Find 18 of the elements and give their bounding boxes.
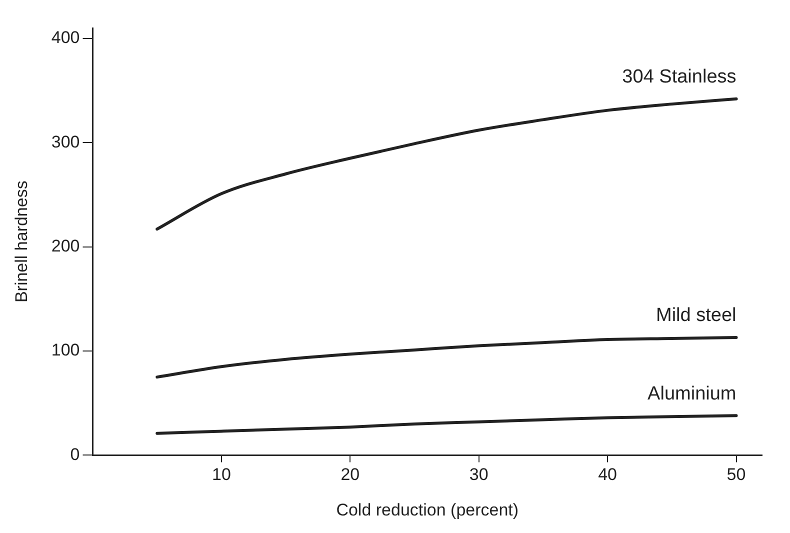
- line-series: [156, 336, 738, 379]
- y-tick-label: 100: [51, 340, 80, 360]
- series-label: Aluminium: [648, 383, 736, 404]
- y-axis-title: Brinell hardness: [12, 180, 31, 303]
- x-tick-label: 40: [598, 465, 618, 484]
- line-series: [156, 414, 738, 435]
- y-tick-label: 200: [51, 236, 80, 256]
- series-label: Mild steel: [656, 305, 736, 326]
- x-tick-label: 10: [212, 465, 231, 484]
- x-tick-label: 50: [726, 465, 746, 484]
- y-tick-label: 0: [70, 444, 80, 464]
- y-tick-label: 300: [51, 132, 80, 152]
- x-tick-label: 20: [340, 465, 360, 484]
- line-series: [156, 97, 738, 231]
- y-tick-label: 400: [51, 28, 80, 48]
- x-tick-label: 30: [469, 465, 488, 484]
- x-axis-title: Cold reduction (percent): [336, 500, 519, 520]
- series-label: 304 Stainless: [622, 66, 736, 88]
